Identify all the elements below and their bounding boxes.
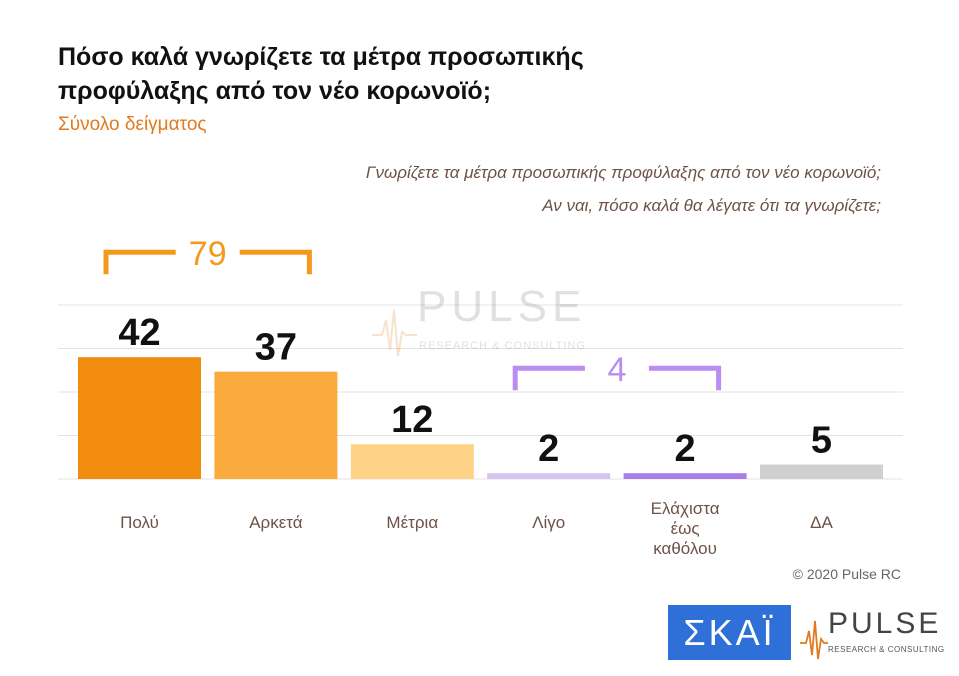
question-line-2: Αν ναι, πόσο καλά θα λέγατε ότι τα γνωρί… [542, 196, 881, 215]
pulse-logo-tagline: RESEARCH & CONSULTING [828, 645, 945, 654]
pulse-logo: PULSE RESEARCH & CONSULTING [800, 607, 945, 662]
pulse-logo-word: PULSE [828, 607, 942, 640]
data-label: 42 [118, 312, 160, 354]
skai-logo: ΣΚΑΪ [668, 605, 791, 660]
bar-0 [78, 357, 201, 479]
category-label: ΔΑ [810, 513, 833, 532]
bar-2 [350, 444, 474, 479]
bar-1 [214, 371, 338, 479]
category-label: Αρκετά [249, 513, 303, 532]
question-line-1: Γνωρίζετε τα μέτρα προσωπικής προφύλαξης… [365, 163, 881, 182]
bar-4 [623, 473, 747, 479]
pulse-watermark: PULSE RESEARCH & CONSULTING [372, 282, 602, 357]
category-label: Ελάχιστα έως καθόλου [651, 499, 720, 558]
watermark-tagline: RESEARCH & CONSULTING [419, 340, 586, 352]
pulse-wave-icon [372, 309, 417, 357]
data-label: 12 [391, 399, 433, 441]
group-bracket-left [512, 365, 585, 391]
group-bracket-left [103, 249, 176, 275]
chart-title: Πόσο καλά γνωρίζετε τα μέτρα προσωπικής … [58, 43, 584, 105]
group-bracket-right [648, 365, 722, 391]
bar-3 [487, 473, 611, 479]
category-label: Πολύ [120, 513, 159, 532]
bar-5 [760, 464, 883, 479]
watermark-word: PULSE [417, 282, 587, 331]
data-label: 37 [255, 327, 297, 369]
category-label: Λίγο [532, 513, 565, 532]
group-total-label: 79 [189, 235, 227, 273]
copyright: © 2020 Pulse RC [792, 566, 901, 582]
chart-subtitle: Σύνολο δείγματος [58, 114, 207, 135]
data-label: 5 [811, 420, 832, 462]
data-label: 2 [675, 428, 696, 470]
group-bracket-right [239, 249, 312, 275]
category-label: Μέτρια [386, 513, 438, 532]
pulse-wave-icon [800, 620, 828, 660]
data-label: 2 [538, 428, 559, 470]
group-total-label: 4 [607, 351, 626, 389]
